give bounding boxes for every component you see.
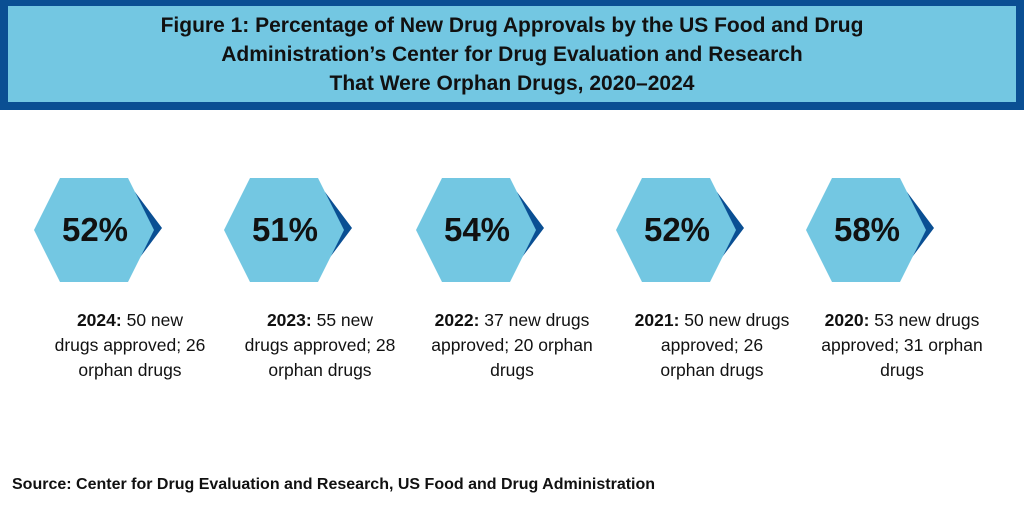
description-line-1: 55 new (316, 310, 374, 330)
hexagon-icon (806, 178, 934, 282)
title-box: Figure 1: Percentage of New Drug Approva… (8, 6, 1016, 102)
description-line-1: 50 new drugs (684, 310, 790, 330)
year-card-2021: 52% 2021: 50 new drugs approved; 26 orph… (612, 160, 812, 400)
year-label: 2023: (266, 310, 312, 330)
year-label: 2021: (634, 310, 680, 330)
hexagon-front (34, 178, 154, 282)
year-description: 2020: 53 new drugs approved; 31 orphan d… (802, 308, 1002, 383)
description-line-1: 50 new (126, 310, 184, 330)
description-line-3: drugs (880, 360, 924, 380)
description-line-1: 53 new drugs (874, 310, 980, 330)
year-cards: 52% 2024: 50 new drugs approved; 26 orph… (0, 160, 1024, 400)
title-line-3: That Were Orphan Drugs, 2020–2024 (329, 71, 695, 95)
description-line-2: drugs approved; 26 (54, 335, 206, 355)
year-card-2022: 54% 2022: 37 new drugs approved; 20 orph… (412, 160, 612, 400)
hexagon-front (806, 178, 926, 282)
year-label: 2024: (76, 310, 122, 330)
hexagon-icon (34, 178, 162, 282)
description-line-2: approved; 26 (660, 335, 764, 355)
title-line-1: Figure 1: Percentage of New Drug Approva… (160, 13, 864, 37)
percent-value: 54% (443, 211, 511, 248)
description-line-3: orphan drugs (660, 360, 764, 380)
year-card-2024: 52% 2024: 50 new drugs approved; 26 orph… (30, 160, 230, 400)
year-label: 2020: (824, 310, 870, 330)
description-line-1: 37 new drugs (484, 310, 590, 330)
percent-value: 52% (643, 211, 711, 248)
source-note: Source: Center for Drug Evaluation and R… (12, 476, 656, 493)
year-description: 2024: 50 new drugs approved; 26 orphan d… (30, 308, 230, 383)
percent-value: 58% (833, 211, 901, 248)
year-label: 2022: (434, 310, 480, 330)
hexagon-icon (416, 178, 544, 282)
hexagon-icon (616, 178, 744, 282)
percent-value: 52% (61, 211, 129, 248)
hexagon-front (416, 178, 536, 282)
year-description: 2022: 37 new drugs approved; 20 orphan d… (412, 308, 612, 383)
year-card-2020: 58% 2020: 53 new drugs approved; 31 orph… (802, 160, 1002, 400)
description-line-3: drugs (490, 360, 534, 380)
year-description: 2021: 50 new drugs approved; 26 orphan d… (612, 308, 812, 383)
hexagon-front (616, 178, 736, 282)
year-card-2023: 51% 2023: 55 new drugs approved; 28 orph… (220, 160, 420, 400)
description-line-3: orphan drugs (78, 360, 182, 380)
description-line-2: drugs approved; 28 (244, 335, 396, 355)
description-line-3: orphan drugs (268, 360, 372, 380)
description-line-2: approved; 20 orphan (431, 335, 593, 355)
hexagon-icon (224, 178, 352, 282)
title-banner: Figure 1: Percentage of New Drug Approva… (0, 0, 1024, 110)
description-line-2: approved; 31 orphan (821, 335, 983, 355)
hexagon-front (224, 178, 344, 282)
title-line-2: Administration’s Center for Drug Evaluat… (221, 42, 803, 66)
year-description: 2023: 55 new drugs approved; 28 orphan d… (220, 308, 420, 383)
percent-value: 51% (251, 211, 319, 248)
